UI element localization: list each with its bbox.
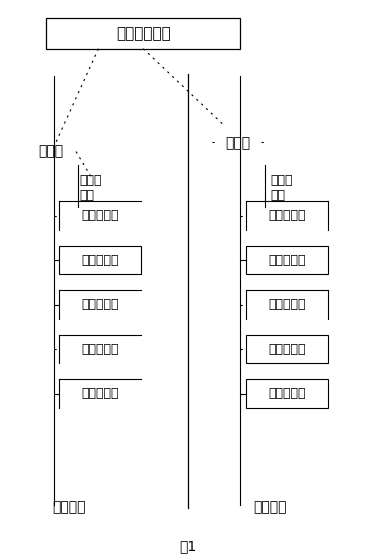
Bar [246, 379, 328, 408]
Bar [59, 245, 141, 274]
Text: 故障指示器: 故障指示器 [268, 209, 306, 222]
Text: 故障指示器: 故障指示器 [82, 254, 119, 267]
Text: 故障指示器: 故障指示器 [82, 298, 119, 311]
Bar [246, 335, 328, 363]
Text: 电压互
感器: 电压互 感器 [80, 174, 102, 202]
Text: 故障指示器: 故障指示器 [82, 387, 119, 400]
Text: 故障指示器: 故障指示器 [82, 209, 119, 222]
Text: 配网回路: 配网回路 [253, 500, 287, 514]
Text: 配网回路: 配网回路 [52, 500, 85, 514]
Text: 监控管理平台: 监控管理平台 [116, 26, 171, 41]
Text: 故障指示器: 故障指示器 [268, 298, 306, 311]
Bar [46, 18, 240, 49]
Bar [246, 245, 328, 274]
Text: 故障指示器: 故障指示器 [268, 254, 306, 267]
Text: 电压互
感器: 电压互 感器 [270, 174, 293, 202]
Text: 采集器: 采集器 [39, 145, 64, 159]
Text: 故障指示器: 故障指示器 [268, 387, 306, 400]
Text: 故障指示器: 故障指示器 [82, 343, 119, 356]
Text: 故障指示器: 故障指示器 [268, 343, 306, 356]
Text: 图1: 图1 [179, 539, 197, 553]
Text: 采集器: 采集器 [225, 136, 250, 150]
